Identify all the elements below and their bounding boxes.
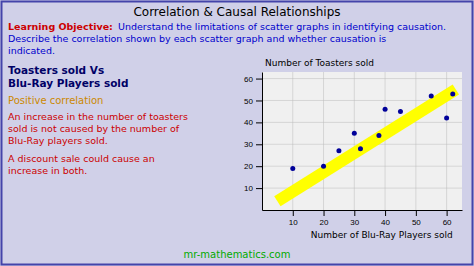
tick: 10 <box>289 210 298 227</box>
annotation: Positive correlation <box>8 95 103 106</box>
annotation: Understand the limitations of scatter gr… <box>118 21 446 32</box>
grid <box>262 72 462 210</box>
point <box>352 131 357 136</box>
point <box>444 116 449 121</box>
tick-mark <box>416 210 417 216</box>
tick-mark <box>324 210 325 216</box>
tick: 20 <box>244 162 262 171</box>
tick-label: 50 <box>412 218 421 227</box>
tick: 60 <box>443 210 452 227</box>
grid-line <box>415 72 416 210</box>
annotation: A discount sale could cause an <box>8 153 155 164</box>
tick-mark <box>354 210 355 216</box>
tick-mark <box>256 122 262 123</box>
tick-label: 10 <box>289 218 298 227</box>
grid-line <box>262 122 462 123</box>
x-axis: 10 20 30 40 50 60 <box>263 210 463 227</box>
tick-label: 60 <box>443 218 452 227</box>
annotation: increase in both. <box>8 165 87 176</box>
axis-line <box>262 73 263 211</box>
tick-mark <box>447 210 448 216</box>
annotation: Toasters sold Vs <box>8 64 104 76</box>
point <box>383 107 388 112</box>
tick-label: 50 <box>244 97 253 106</box>
point <box>376 133 381 138</box>
footer: mr-mathematics.com <box>184 249 291 260</box>
marks <box>277 90 455 202</box>
grid-line <box>323 72 324 210</box>
tick: 30 <box>350 210 359 227</box>
tick-mark <box>256 188 262 189</box>
tick-label: 30 <box>244 140 253 149</box>
annotation: Blu-Ray Players sold <box>8 77 128 89</box>
border <box>2 2 473 265</box>
point <box>429 94 434 99</box>
point <box>358 146 363 151</box>
point <box>336 148 341 153</box>
annotation: An increase in the number of toasters <box>8 111 188 122</box>
tick: 20 <box>320 210 329 227</box>
point <box>450 91 455 96</box>
y-axis: 10 20 30 40 50 60 <box>244 73 262 211</box>
tick-mark <box>256 166 262 167</box>
tick-mark <box>293 210 294 216</box>
y-axis-label: Number of Toasters sold <box>265 58 374 68</box>
grid-line <box>262 78 462 79</box>
annotation: Blu-Ray players sold. <box>8 135 108 146</box>
tick-label: 10 <box>244 184 253 193</box>
tick-mark <box>256 144 262 145</box>
title: Correlation & Causal Relationships <box>133 5 340 19</box>
tick: 50 <box>244 97 262 106</box>
tick: 40 <box>381 210 390 227</box>
tick: 60 <box>244 75 262 84</box>
chart: Correlation & Causal Relationships Learni… <box>0 0 474 266</box>
trend-band <box>277 90 455 202</box>
point <box>321 164 326 169</box>
annotation: Describe the correlation shown by each s… <box>8 33 386 44</box>
point <box>398 109 403 114</box>
tick: 40 <box>244 118 262 127</box>
tick-label: 20 <box>244 162 253 171</box>
tick-label: 40 <box>244 118 253 127</box>
tick-label: 20 <box>320 218 329 227</box>
axis-line <box>263 210 463 211</box>
grid-line <box>354 72 355 210</box>
tick: 30 <box>244 140 262 149</box>
x-axis-label: Number of Blu-Ray Players sold <box>311 230 453 240</box>
point <box>290 166 295 171</box>
annotation: sold is not caused by the number of <box>8 123 180 134</box>
tick-mark <box>385 210 386 216</box>
tick: 10 <box>244 184 262 193</box>
tick: 50 <box>412 210 421 227</box>
tick-label: 30 <box>350 218 359 227</box>
tick-mark <box>256 79 262 80</box>
tick-mark <box>256 100 262 101</box>
tick-label: 40 <box>381 218 390 227</box>
plot-background <box>262 72 462 210</box>
annotation: indicated. <box>8 45 55 56</box>
tick-label: 60 <box>244 75 253 84</box>
annotation: Learning Objective: <box>8 21 113 32</box>
